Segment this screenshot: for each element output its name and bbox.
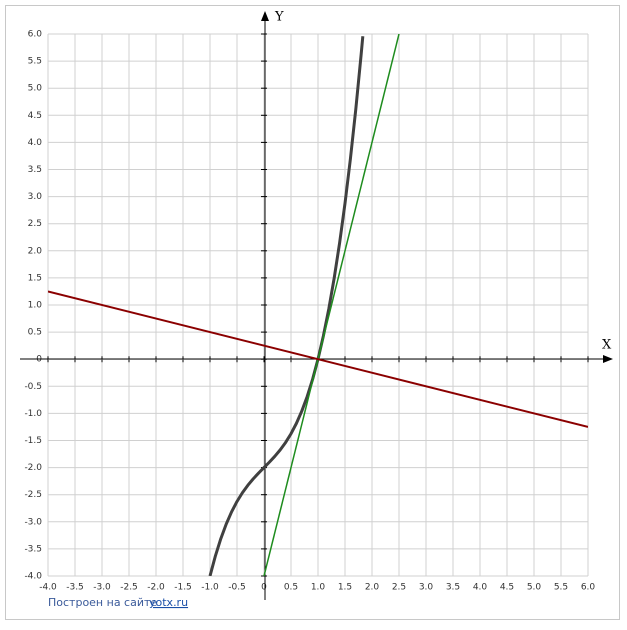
y-tick-label: -0.5 (24, 382, 42, 392)
y-tick-label: -2.0 (24, 463, 42, 473)
x-tick-label: 3.5 (446, 583, 460, 593)
x-tick-label: -2.5 (120, 583, 138, 593)
x-tick-label: -0.5 (228, 583, 246, 593)
y-tick-label: 2.5 (28, 219, 42, 229)
x-tick-label: 1.5 (338, 583, 352, 593)
x-tick-label: -2.0 (147, 583, 165, 593)
x-axis-label: X (602, 338, 612, 353)
x-tick-label: 4.5 (500, 583, 514, 593)
y-tick-label: -2.5 (24, 490, 42, 500)
x-tick-label: -1.5 (174, 583, 192, 593)
x-tick-label: 6.0 (581, 583, 596, 593)
y-tick-label: -1.5 (24, 436, 42, 446)
y-tick-label: 0 (36, 355, 42, 365)
y-tick-label: 0.5 (28, 328, 42, 338)
x-tick-label: 0.5 (284, 583, 298, 593)
y-tick-label: -3.0 (24, 517, 42, 527)
curve (48, 290, 588, 428)
y-tick-label: 3.0 (28, 192, 43, 202)
frame (5, 5, 620, 620)
curve (263, 34, 400, 576)
x-tick-label: -4.0 (39, 583, 57, 593)
y-axis-label: Y (274, 10, 284, 25)
x-arrow (603, 355, 613, 363)
x-tick-label: -1.0 (201, 583, 219, 593)
x-tick-label: 2.5 (392, 583, 406, 593)
footer-text: Построен на сайте (48, 596, 157, 609)
y-tick-label: 1.5 (28, 273, 42, 283)
y-arrow (261, 11, 269, 21)
x-tick-label: -3.0 (93, 583, 111, 593)
curve (208, 36, 365, 576)
y-tick-label: -1.0 (24, 409, 42, 419)
y-tick-label: 4.0 (28, 138, 43, 148)
x-tick-label: 5.0 (527, 583, 542, 593)
y-tick-label: -3.5 (24, 544, 42, 554)
y-tick-label: 4.5 (28, 111, 42, 121)
x-tick-label: 3.0 (419, 583, 434, 593)
x-tick-label: 1.0 (311, 583, 326, 593)
x-tick-label: 0 (261, 583, 267, 593)
y-tick-label: -4.0 (24, 572, 42, 582)
footer-link[interactable]: yotx.ru (149, 596, 188, 609)
x-tick-label: 2.0 (365, 583, 380, 593)
y-tick-label: 5.0 (28, 84, 43, 94)
x-tick-label: 5.5 (554, 583, 568, 593)
y-tick-label: 2.0 (28, 246, 43, 256)
x-tick-label: 4.0 (473, 583, 488, 593)
y-tick-label: 3.5 (28, 165, 42, 175)
y-tick-label: 1.0 (28, 301, 43, 311)
y-tick-label: 6.0 (28, 30, 43, 40)
y-tick-label: 5.5 (28, 57, 42, 67)
x-tick-label: -3.5 (66, 583, 84, 593)
